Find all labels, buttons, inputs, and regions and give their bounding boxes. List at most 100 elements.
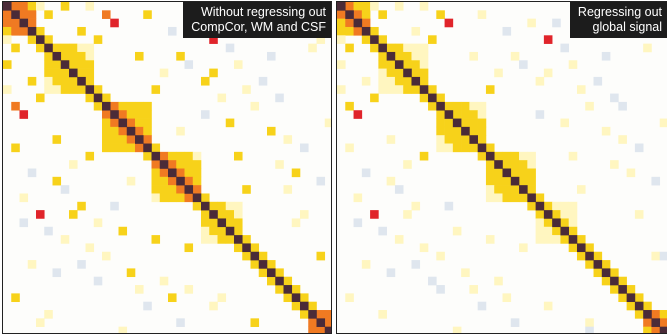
heatmap-diagonal-cell (27, 26, 37, 36)
heatmap-cell (361, 168, 371, 178)
heatmap-cell (176, 318, 185, 327)
heatmap-cell (151, 85, 161, 94)
heatmap-cell (110, 143, 119, 153)
heatmap-cell (618, 135, 627, 144)
heatmap-cell (659, 318, 667, 327)
heatmap-cell (60, 43, 70, 53)
heatmap-cell (110, 126, 119, 136)
heatmap-cell (353, 2, 363, 11)
heatmap-cell (626, 168, 636, 178)
heatmap-cell (452, 126, 462, 136)
heatmap-cell (643, 318, 652, 327)
heatmap-cell (192, 151, 202, 161)
heatmap-cell (3, 85, 12, 94)
heatmap-cell (77, 68, 86, 78)
heatmap-cell (275, 160, 284, 169)
heatmap-cell (378, 85, 387, 94)
heatmap-cell (378, 226, 387, 236)
heatmap-cell (300, 143, 309, 153)
heatmap-cell (510, 168, 520, 178)
heatmap-cell (118, 126, 128, 136)
heatmap-cell (135, 51, 144, 61)
heatmap-cell (44, 85, 53, 94)
heatmap-cell (477, 110, 487, 119)
heatmap-cell (452, 110, 462, 119)
heatmap-cell (300, 293, 309, 303)
heatmap-cell (77, 26, 86, 36)
heatmap-cell (126, 176, 136, 186)
panel-title-line-1: Regressing out (577, 5, 662, 19)
heatmap-cell (234, 226, 243, 236)
heatmap-cell (494, 193, 503, 203)
heatmap-diagonal-cell (543, 210, 553, 219)
heatmap-cell (192, 185, 202, 194)
heatmap-cell (19, 193, 29, 203)
heatmap-cell (36, 318, 45, 327)
heatmap-cell (242, 85, 251, 94)
heatmap-cell (85, 76, 95, 86)
heatmap-cell (225, 210, 235, 219)
heatmap-diagonal-cell (168, 168, 177, 178)
heatmap-cell (419, 76, 429, 86)
heatmap-cell (361, 18, 371, 28)
heatmap-cell (184, 60, 194, 69)
heatmap-cell (643, 43, 652, 53)
heatmap-cell (477, 301, 487, 311)
heatmap-cell (102, 251, 111, 261)
heatmap-cell (126, 118, 136, 128)
heatmap-cell (201, 218, 210, 228)
heatmap-diagonal-cell (176, 176, 185, 186)
heatmap-diagonal-cell (135, 135, 144, 144)
heatmap-cell (552, 210, 561, 219)
heatmap-cell (176, 160, 185, 169)
heatmap-diagonal-cell (428, 93, 437, 103)
heatmap-cell (225, 201, 235, 211)
heatmap-cell (485, 176, 495, 186)
heatmap-cell (568, 218, 578, 228)
heatmap-cell (201, 76, 210, 86)
heatmap-cell (184, 285, 194, 294)
heatmap-cell (436, 126, 445, 136)
heatmap-cell (585, 101, 594, 111)
heatmap-cell (428, 85, 437, 94)
heatmap-diagonal-cell (267, 268, 276, 278)
heatmap-cell (634, 210, 644, 219)
heatmap-cell (361, 260, 371, 269)
heatmap-cell (3, 60, 12, 69)
heatmap-cell (19, 2, 29, 11)
heatmap-diagonal-cell (337, 2, 346, 11)
heatmap-cell (27, 260, 37, 269)
heatmap-cell (345, 43, 354, 53)
heatmap-cell (643, 326, 652, 333)
heatmap-cell (345, 26, 354, 36)
heatmap-cell (308, 301, 317, 311)
heatmap-cell (143, 118, 152, 128)
heatmap-diagonal-cell (242, 243, 251, 253)
heatmap-cell (60, 235, 70, 244)
heatmap-cell (618, 276, 627, 286)
heatmap-cell (11, 2, 20, 11)
heatmap-cell (543, 201, 553, 211)
heatmap-cell (469, 110, 478, 119)
heatmap-diagonal-cell (585, 251, 594, 261)
heatmap-cell (337, 18, 346, 28)
heatmap-cell (19, 10, 29, 19)
heatmap-cell (610, 285, 619, 294)
heatmap-cell (444, 118, 454, 128)
heatmap-cell (151, 193, 161, 203)
heatmap-cell (209, 68, 218, 78)
heatmap-cell (52, 176, 62, 186)
heatmap-panel-global-signal: Regressing out global signal (336, 1, 667, 334)
heatmap-cell (11, 26, 20, 36)
heatmap-cell (151, 235, 161, 244)
heatmap-cell (502, 26, 512, 36)
heatmap-cell (27, 2, 37, 11)
heatmap-cell (560, 235, 570, 244)
heatmap-cell (469, 101, 478, 111)
heatmap-cell (52, 76, 62, 86)
heatmap-cell (135, 143, 144, 153)
heatmap-cell (461, 143, 470, 153)
heatmap-cell (568, 60, 578, 69)
heatmap-cell (250, 101, 260, 111)
heatmap-cell (258, 268, 268, 278)
